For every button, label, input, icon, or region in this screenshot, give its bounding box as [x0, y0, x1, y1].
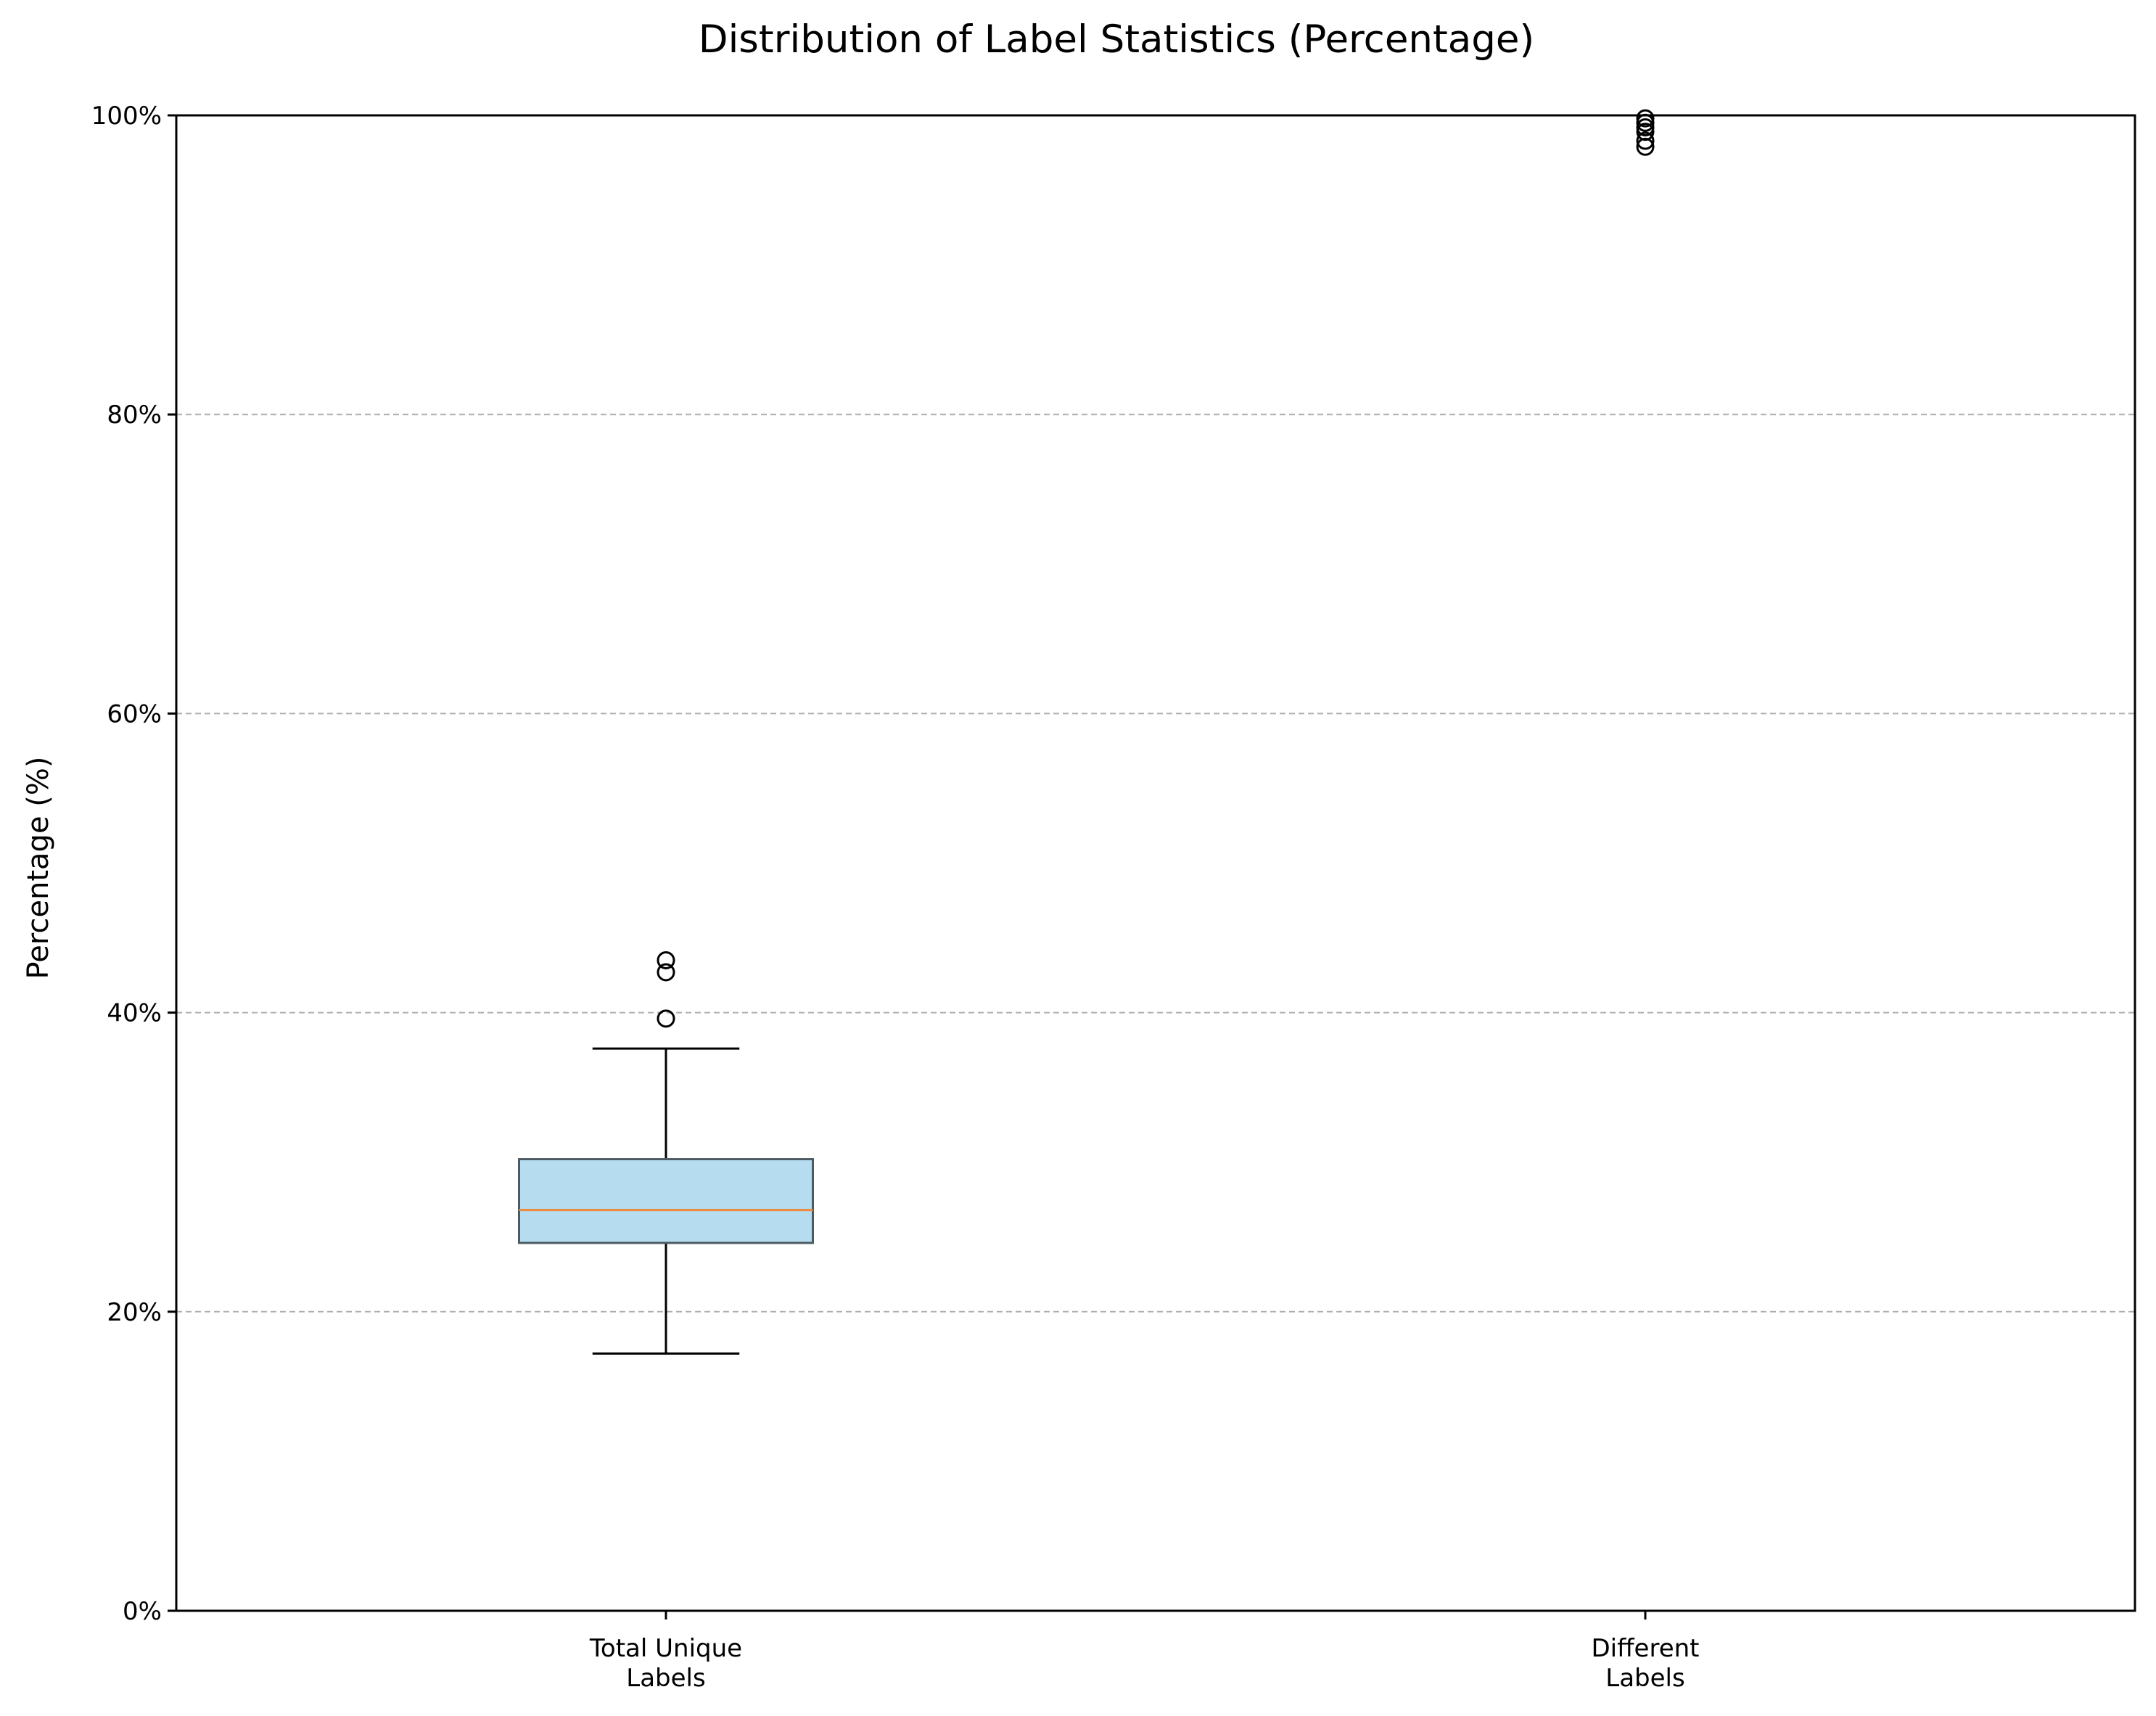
x-tick-label: Labels	[1605, 1664, 1684, 1693]
y-axis-ticks: 0% 20% 40% 60% 80% 100%	[91, 102, 176, 1626]
box-plot-marks	[518, 109, 1793, 1355]
x-tick-label: Different	[1592, 1634, 1700, 1663]
chart-title: Distribution of Label Statistics (Percen…	[699, 17, 1534, 62]
outlier-point	[657, 963, 675, 982]
outlier-point	[1636, 123, 1655, 141]
grid-lines	[176, 414, 2135, 1313]
y-tick-label: 60%	[107, 699, 162, 728]
interquartile-box	[518, 1158, 814, 1244]
plot-area-frame	[175, 114, 2136, 1612]
y-tick-label: 80%	[107, 401, 162, 430]
y-tick-label: 20%	[107, 1298, 162, 1327]
y-tick-label: 0%	[123, 1597, 162, 1626]
outlier-point	[1636, 118, 1655, 136]
outlier-point	[657, 1009, 675, 1028]
y-tick-label: 40%	[107, 999, 162, 1028]
x-tick-label: Total Unique	[589, 1634, 742, 1663]
x-tick-label: Labels	[626, 1664, 705, 1693]
outlier-point	[1636, 109, 1655, 128]
y-axis-label: Percentage (%)	[22, 757, 55, 980]
box-group	[518, 951, 814, 1355]
outlier-point	[1636, 131, 1655, 150]
y-tick-label: 100%	[91, 102, 162, 131]
outlier-point	[657, 951, 675, 969]
